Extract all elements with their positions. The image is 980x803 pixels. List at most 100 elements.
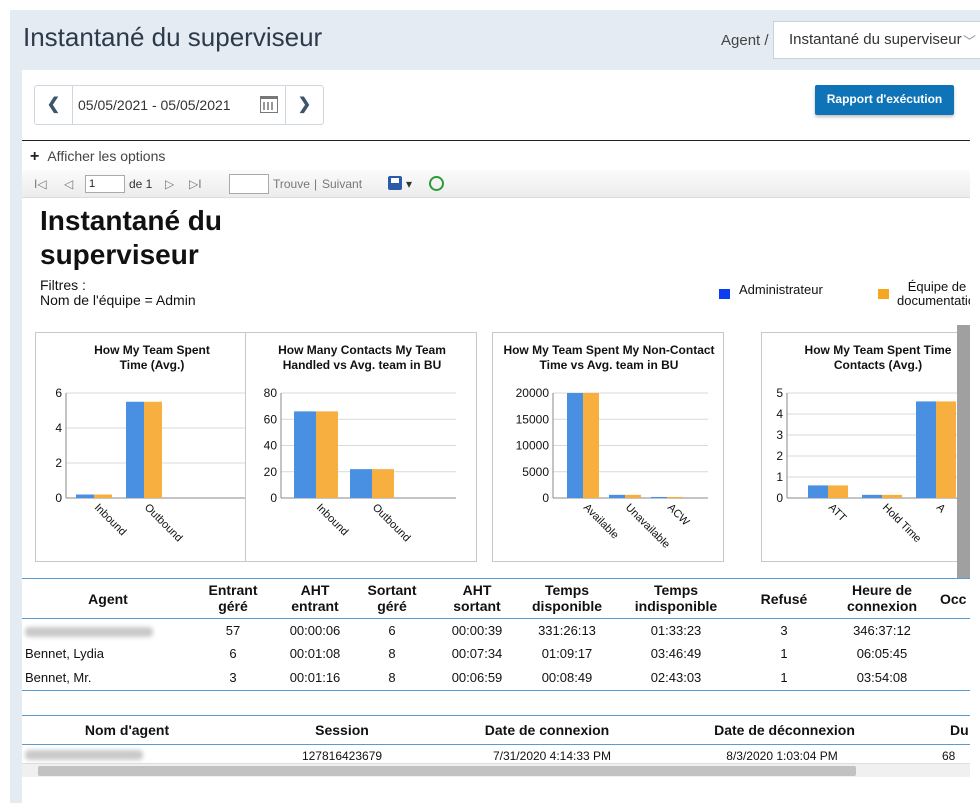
agent-table-bottom-border [22, 690, 970, 691]
table-row-agent-name [25, 749, 155, 763]
chart-title: Time vs Avg. team in BU [540, 358, 679, 372]
save-icon[interactable] [388, 176, 402, 190]
col-login-date: Date de connexion [484, 722, 610, 738]
report-title: Instantané du superviseur [40, 205, 223, 270]
col-agent-name: Nom d'agent [84, 722, 170, 738]
table-cell: 7/31/2020 4:14:33 PM [492, 749, 612, 763]
table-cell: 331:26:13 [538, 623, 596, 638]
top-bar: Instantané du superviseur Agent / Instan… [10, 10, 980, 70]
x-tick-label: Inbound [92, 502, 129, 539]
chart-contacts-handled: How Many Contacts My Team Handled vs Avg.… [245, 332, 477, 562]
table-cell: 06:05:45 [856, 646, 908, 661]
bar [882, 494, 902, 498]
table-cell: 00:07:34 [451, 646, 503, 661]
x-tick-label: Outbound [142, 502, 185, 545]
table-cell: 03:46:49 [650, 646, 702, 661]
col-session: Session [315, 722, 369, 738]
refresh-icon[interactable] [429, 176, 444, 191]
y-tick-label: 5000 [522, 465, 549, 479]
table-cell: 346:37:12 [853, 623, 911, 638]
left-gutter [10, 70, 22, 803]
legend-label-team: Équipe de documentation [897, 279, 970, 308]
table-cell: 3 [780, 623, 788, 638]
bar [828, 485, 848, 498]
report-select[interactable]: Instantané du superviseur ﹀ [773, 21, 980, 59]
page-count-label: de 1 [129, 177, 153, 191]
find-next-link[interactable]: Suivant [322, 177, 363, 191]
table-cell: 00:01:08 [289, 646, 341, 661]
bar [126, 401, 144, 498]
horizontal-scrollbar[interactable] [22, 763, 970, 777]
toolbar-separator: | [314, 177, 318, 191]
bar [667, 496, 683, 498]
bar [567, 393, 583, 498]
export-dropdown-icon[interactable]: ▾ [406, 177, 413, 191]
y-tick-label: 6 [55, 386, 62, 400]
table-cell: 57 [225, 623, 241, 638]
filter-value: Nom de l'équipe = Admin [40, 292, 196, 308]
run-report-button[interactable]: Rapport d'exécution [815, 85, 954, 115]
previous-date-button[interactable]: ❮ [35, 86, 73, 124]
table-cell: 01:09:17 [541, 646, 593, 661]
next-page-icon[interactable]: ▷ [165, 177, 175, 191]
chart-title: How Many Contacts My Team [278, 343, 446, 357]
col-available-time: Temps disponible [532, 582, 602, 614]
table-cell: 3 [229, 670, 237, 685]
y-tick-label: 80 [264, 386, 278, 400]
y-tick-label: 4 [776, 407, 783, 421]
col-login-time: Heure de connexion [846, 582, 917, 614]
filters-label: Filtres : [40, 277, 86, 293]
col-duration: Du [950, 722, 969, 738]
next-date-button[interactable]: ❯ [285, 86, 323, 124]
x-tick-label: Available [581, 502, 621, 542]
last-page-icon[interactable]: ▷I [189, 177, 202, 191]
redacted-name [25, 750, 143, 760]
agent-breadcrumb-label: Agent / [721, 32, 769, 49]
agent-table-header-divider [22, 618, 970, 619]
page-title: Instantané du superviseur [23, 22, 323, 52]
table-cell: 02:43:03 [650, 670, 702, 685]
chart-title: How My Team Spent My Non-Contact [503, 343, 714, 357]
calendar-icon[interactable] [260, 96, 278, 113]
table-cell: 8 [388, 646, 396, 661]
x-tick-label: Inbound [314, 502, 351, 539]
col-agent: Agent [88, 591, 128, 607]
col-inbound-handled: Entrant géré [208, 582, 258, 614]
previous-page-icon[interactable]: ◁ [64, 177, 74, 191]
vertical-scrollbar[interactable] [957, 325, 970, 578]
bar [316, 411, 338, 498]
show-options-label: Afficher les options [47, 148, 166, 164]
y-tick-label: 20 [264, 465, 278, 479]
bar [609, 494, 625, 498]
session-table-header-divider [22, 744, 970, 745]
table-cell: 6 [388, 623, 396, 638]
horizontal-scrollbar-thumb[interactable] [38, 766, 856, 776]
table-cell: 00:01:16 [289, 670, 341, 685]
y-tick-label: 40 [264, 439, 278, 453]
find-text-input[interactable] [229, 174, 269, 194]
bar [916, 401, 936, 498]
date-range-input[interactable]: 05/05/2021 - 05/05/2021 [78, 97, 231, 113]
table-cell: 01:33:23 [650, 623, 702, 638]
report-viewer-toolbar: I◁ ◁ 1 de 1 ▷ ▷I Trouve | Suivant ▾ [22, 170, 970, 198]
col-logout-date: Date de déconnexion [714, 722, 855, 738]
bar [862, 494, 882, 498]
chart-time-contacts: How My Team Spent Time Contacts (Avg.) 0 1 2… [761, 332, 970, 562]
table-cell: 68 [942, 749, 956, 763]
page-number-input[interactable]: 1 [85, 175, 125, 193]
plus-icon: + [30, 148, 40, 165]
find-link[interactable]: Trouve [273, 177, 310, 191]
table-cell: 8 [388, 670, 396, 685]
chevron-down-icon: ﹀ [962, 34, 976, 49]
y-tick-label: 10000 [516, 439, 550, 453]
report-select-value: Instantané du superviseur [789, 31, 962, 48]
bar [372, 469, 394, 498]
show-options-toggle[interactable]: + Afficher les options [30, 148, 165, 166]
legend-swatch-admin [719, 289, 730, 299]
y-tick-label: 0 [542, 491, 549, 505]
col-occupancy: Occ [940, 591, 967, 607]
chart-title: Time (Avg.) [120, 358, 185, 372]
first-page-icon[interactable]: I◁ [34, 177, 47, 191]
table-cell: 8/3/2020 1:03:04 PM [726, 749, 838, 763]
